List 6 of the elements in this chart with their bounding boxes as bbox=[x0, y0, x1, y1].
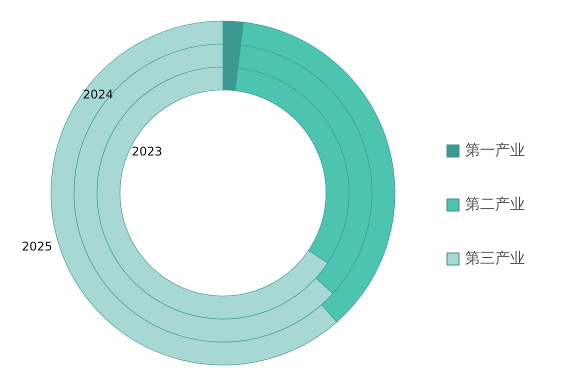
slice-label: 2024 bbox=[82, 87, 114, 102]
slice-label: 2023 bbox=[132, 144, 162, 158]
slice-label: 2025 bbox=[22, 239, 52, 254]
legend-label: 第二产业 bbox=[465, 195, 525, 214]
legend-label: 第一产业 bbox=[465, 141, 525, 160]
legend-label: 第三产业 bbox=[465, 249, 525, 268]
